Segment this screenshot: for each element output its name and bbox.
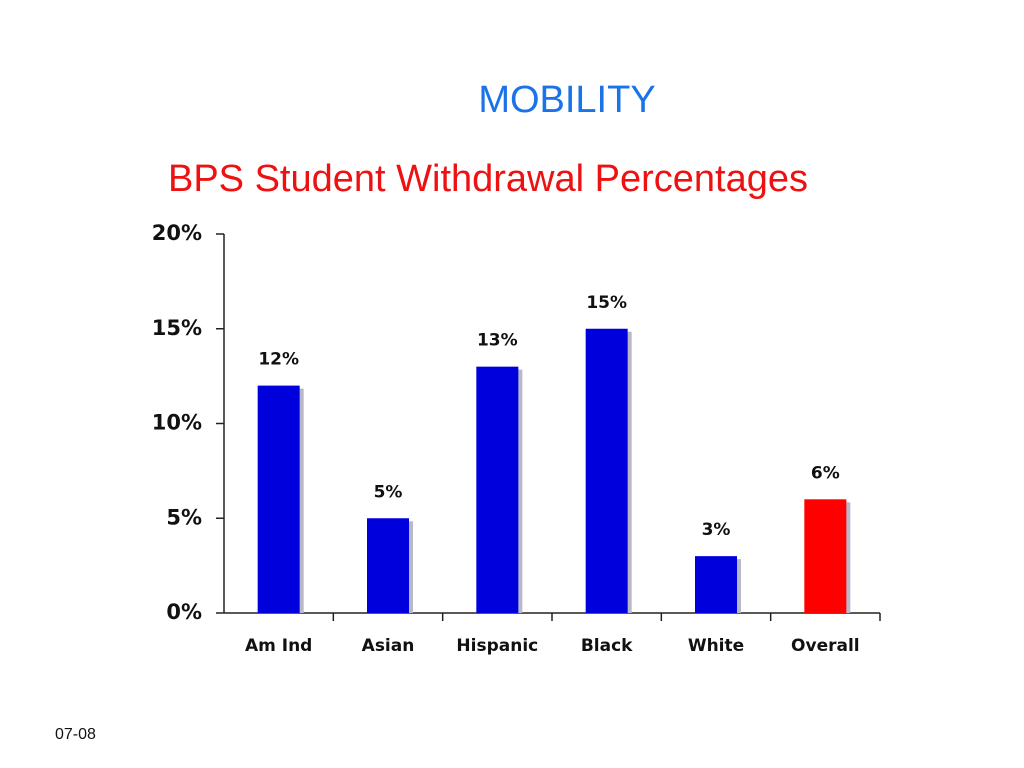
value-label: 13% <box>477 331 518 351</box>
value-label: 6% <box>811 463 840 483</box>
y-tick-label: 15% <box>152 316 202 340</box>
x-tick-label: Black <box>581 636 633 656</box>
y-tick-label: 5% <box>166 505 202 529</box>
x-tick-label: Overall <box>791 636 860 656</box>
chart: 0% 5% 10% 15% 20% Am Ind 12% Asian 5% Hispanic 13%… <box>152 221 881 656</box>
y-tick-label: 0% <box>166 600 202 624</box>
slide-heading: MOBILITY <box>478 79 655 121</box>
bar <box>367 518 409 613</box>
bar <box>585 328 628 613</box>
footer: 07-08 <box>55 726 96 743</box>
chart-title: BPS Student Withdrawal Percentages <box>168 158 808 200</box>
x-tick-label: Hispanic <box>456 636 538 656</box>
y-tick-label: 20% <box>152 221 202 245</box>
bar <box>476 366 519 613</box>
x-tick-label: White <box>688 636 744 656</box>
x-tick-label: Am Ind <box>245 636 312 656</box>
x-tick-label: Asian <box>362 636 415 656</box>
value-label: 3% <box>702 520 731 540</box>
bar <box>804 499 847 613</box>
y-tick-label: 10% <box>152 411 202 435</box>
value-label: 5% <box>374 482 403 502</box>
value-label: 12% <box>258 350 299 370</box>
bar <box>257 385 300 613</box>
value-label: 15% <box>586 293 627 313</box>
bar <box>695 556 737 613</box>
